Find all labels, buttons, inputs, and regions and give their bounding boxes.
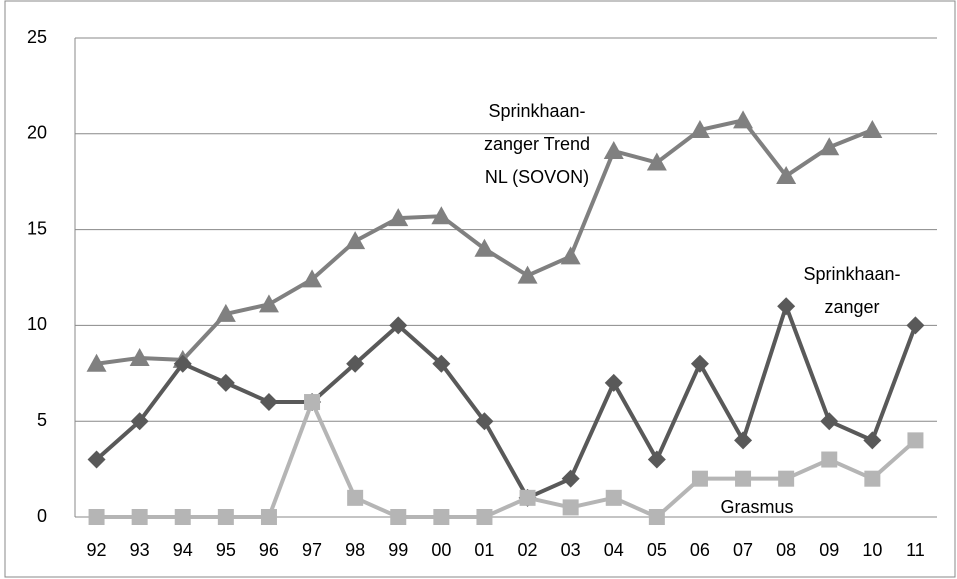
y-tick-label: 25 bbox=[27, 27, 47, 47]
diamond-marker bbox=[389, 316, 408, 335]
square-marker bbox=[260, 509, 277, 525]
diamond-marker bbox=[906, 316, 925, 335]
triangle-marker bbox=[258, 294, 279, 313]
y-tick-label: 5 bbox=[37, 410, 47, 430]
diamond-marker bbox=[561, 469, 580, 488]
diamond-marker bbox=[130, 412, 149, 431]
x-tick-label: 02 bbox=[518, 540, 538, 560]
x-tick-label: 05 bbox=[647, 540, 667, 560]
series-label: zanger bbox=[824, 297, 879, 317]
x-tick-label: 10 bbox=[862, 540, 882, 560]
triangle-marker bbox=[603, 141, 624, 160]
x-tick-label: 99 bbox=[388, 540, 408, 560]
diamond-marker bbox=[87, 450, 106, 469]
series-label: Grasmus bbox=[720, 497, 793, 517]
square-marker bbox=[174, 509, 191, 525]
x-tick-label: 07 bbox=[733, 540, 753, 560]
diamond-marker bbox=[173, 354, 192, 373]
square-marker bbox=[433, 509, 450, 525]
triangle-marker bbox=[776, 165, 797, 184]
x-tick-label: 00 bbox=[431, 540, 451, 560]
square-marker bbox=[347, 489, 364, 506]
diamond-marker bbox=[432, 354, 451, 373]
diamond-marker bbox=[475, 412, 494, 431]
series-label: zanger Trend bbox=[484, 134, 590, 154]
x-tick-label: 94 bbox=[173, 540, 193, 560]
x-tick-label: 01 bbox=[474, 540, 494, 560]
series-label: NL (SOVON) bbox=[485, 167, 589, 187]
triangle-marker bbox=[819, 137, 840, 156]
triangle-marker bbox=[388, 208, 409, 227]
triangle-marker bbox=[689, 119, 710, 138]
y-tick-label: 10 bbox=[27, 314, 47, 334]
square-marker bbox=[778, 470, 795, 487]
triangle-marker bbox=[86, 353, 107, 372]
triangle-marker bbox=[560, 246, 581, 265]
x-tick-label: 95 bbox=[216, 540, 236, 560]
triangle-marker bbox=[646, 152, 667, 171]
triangle-marker bbox=[474, 238, 495, 257]
square-marker bbox=[476, 509, 493, 525]
square-marker bbox=[907, 432, 924, 449]
triangle-marker bbox=[345, 231, 366, 250]
diamond-marker bbox=[863, 431, 882, 450]
square-marker bbox=[304, 394, 321, 411]
square-marker bbox=[605, 489, 622, 506]
x-tick-label: 04 bbox=[604, 540, 624, 560]
diamond-marker bbox=[690, 354, 709, 373]
diamond-marker bbox=[216, 373, 235, 392]
x-tick-label: 06 bbox=[690, 540, 710, 560]
diamond-marker bbox=[346, 354, 365, 373]
diamond-marker bbox=[647, 450, 666, 469]
square-marker bbox=[88, 509, 105, 525]
square-marker bbox=[217, 509, 234, 525]
diamond-marker bbox=[604, 373, 623, 392]
x-tick-label: 11 bbox=[906, 540, 925, 560]
triangle-marker bbox=[302, 269, 323, 288]
triangle-marker bbox=[517, 265, 538, 284]
triangle-marker bbox=[431, 206, 452, 225]
y-tick-label: 15 bbox=[27, 218, 47, 238]
x-tick-label: 08 bbox=[776, 540, 796, 560]
square-marker bbox=[390, 509, 407, 525]
triangle-marker bbox=[129, 347, 150, 366]
square-marker bbox=[648, 509, 665, 525]
square-marker bbox=[864, 470, 881, 487]
square-marker bbox=[562, 499, 579, 516]
diamond-marker bbox=[820, 412, 839, 431]
x-tick-label: 09 bbox=[819, 540, 839, 560]
x-tick-label: 93 bbox=[130, 540, 150, 560]
triangle-marker bbox=[862, 119, 883, 138]
x-tick-label: 97 bbox=[302, 540, 322, 560]
square-marker bbox=[691, 470, 708, 487]
series-label: Sprinkhaan- bbox=[488, 101, 585, 121]
diamond-marker bbox=[259, 393, 278, 412]
triangle-marker bbox=[733, 110, 754, 129]
square-marker bbox=[821, 451, 838, 468]
series-label: Sprinkhaan- bbox=[803, 264, 900, 284]
x-tick-label: 92 bbox=[87, 540, 107, 560]
y-tick-label: 20 bbox=[27, 123, 47, 143]
diamond-marker bbox=[777, 297, 796, 316]
square-marker bbox=[131, 509, 148, 525]
square-marker bbox=[519, 489, 536, 506]
chart-border bbox=[4, 0, 956, 578]
x-tick-label: 96 bbox=[259, 540, 279, 560]
x-tick-label: 03 bbox=[561, 540, 581, 560]
y-tick-label: 0 bbox=[37, 506, 47, 526]
x-tick-label: 98 bbox=[345, 540, 365, 560]
triangle-marker bbox=[215, 303, 236, 322]
series-line bbox=[95, 304, 918, 500]
diamond-marker bbox=[734, 431, 753, 450]
square-marker bbox=[735, 470, 752, 487]
